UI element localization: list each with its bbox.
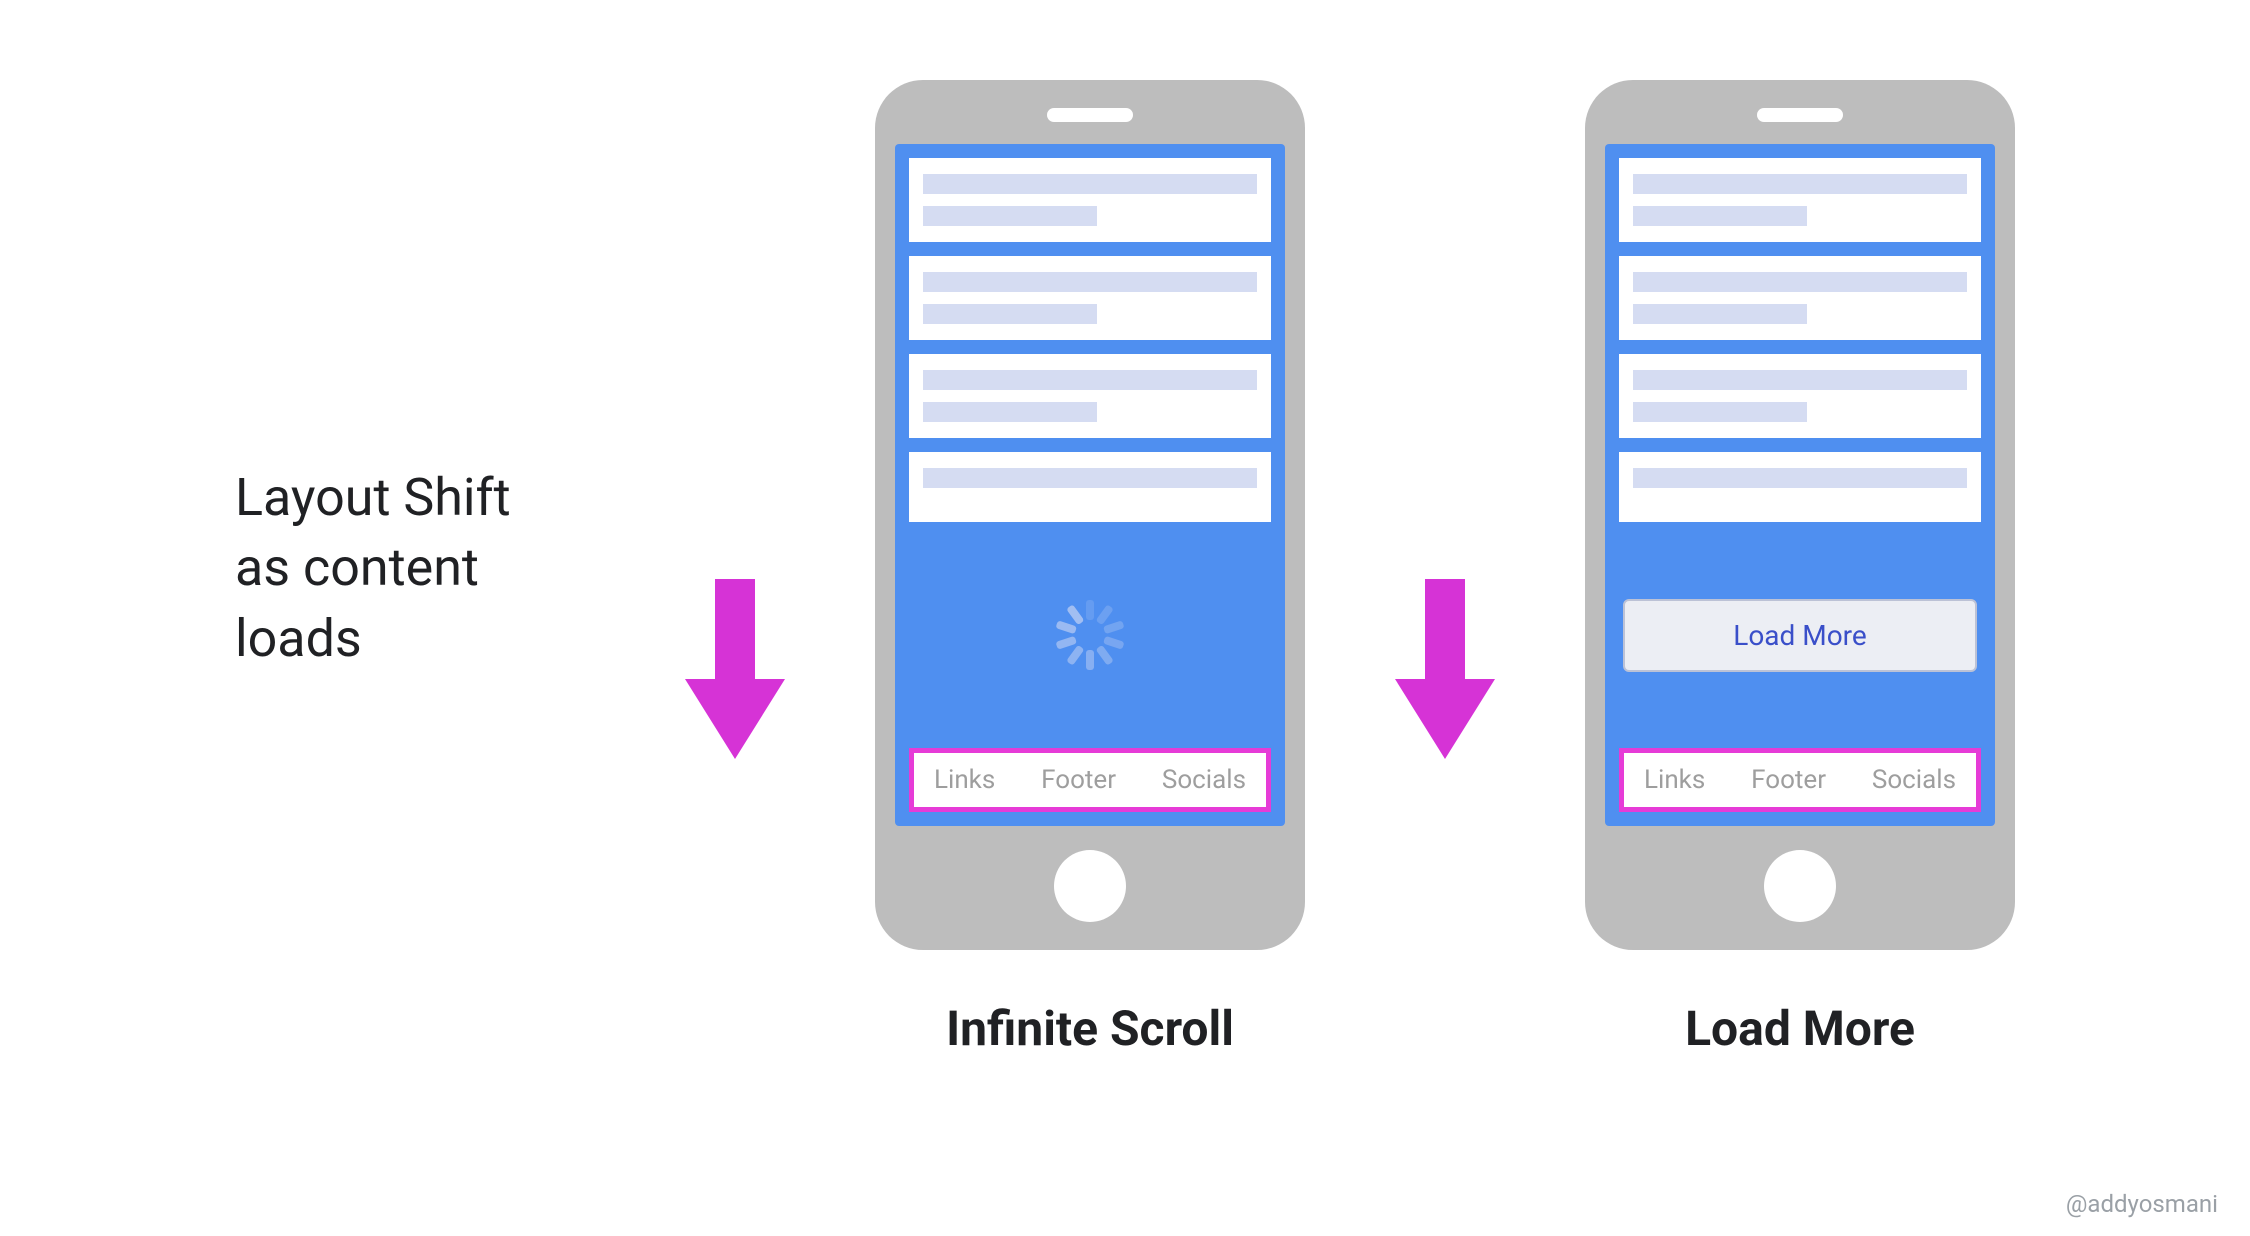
arrow-left-col [675,379,795,759]
skeleton-bar [1633,468,1967,488]
down-arrow-icon [1395,579,1495,759]
footer-link-footer[interactable]: Footer [1041,765,1116,795]
spinner-area [909,536,1271,734]
content-card [909,256,1271,340]
footer-link-socials[interactable]: Socials [1872,765,1956,795]
home-button[interactable] [1054,850,1126,922]
phone-speaker [1047,108,1133,122]
down-arrow-icon [685,579,785,759]
diagram-main: Layout Shift as content loads [0,0,2250,1057]
skeleton-bar [1633,304,1807,324]
skeleton-bar [1633,370,1967,390]
skeleton-bar [1633,402,1807,422]
footer-bar: Links Footer Socials [1619,748,1981,812]
home-button[interactable] [1764,850,1836,922]
loading-spinner-icon [1055,600,1125,670]
footer-bar: Links Footer Socials [909,748,1271,812]
phone-col-loadmore: Load More Links Footer Socials Load More [1585,80,2015,1057]
phone-speaker [1757,108,1843,122]
arrow-right-col [1385,379,1505,759]
side-label-line1: Layout Shift [235,463,595,533]
credit: @addyosmani [2066,1190,2218,1218]
skeleton-bar [923,304,1097,324]
loadmore-area: Load More [1619,536,1981,734]
skeleton-bar [923,174,1257,194]
caption-load-more: Load More [1685,1000,1915,1057]
skeleton-bar [923,370,1257,390]
phone-infinite-scroll: Links Footer Socials [875,80,1305,950]
side-label-line3: loads [235,604,595,674]
footer-link-socials[interactable]: Socials [1162,765,1246,795]
skeleton-bar [923,272,1257,292]
footer-link-footer[interactable]: Footer [1751,765,1826,795]
side-label: Layout Shift as content loads [235,463,595,674]
load-more-button[interactable]: Load More [1623,599,1977,672]
skeleton-bar [1633,272,1967,292]
content-card [909,354,1271,438]
content-card [909,158,1271,242]
skeleton-bar [923,206,1097,226]
content-card [1619,158,1981,242]
content-card [1619,256,1981,340]
caption-infinite-scroll: Infinite Scroll [946,1000,1234,1057]
skeleton-bar [923,402,1097,422]
skeleton-bar [1633,174,1967,194]
phone-load-more: Load More Links Footer Socials [1585,80,2015,950]
skeleton-bar [923,468,1257,488]
phone-col-infinite: Links Footer Socials Infinite Scroll [875,80,1305,1057]
side-label-line2: as content [235,533,595,603]
skeleton-bar [1633,206,1807,226]
phone-screen: Load More Links Footer Socials [1605,144,1995,826]
content-card-partial [1619,452,1981,522]
footer-link-links[interactable]: Links [934,765,995,795]
content-card-partial [909,452,1271,522]
phone-screen: Links Footer Socials [895,144,1285,826]
content-card [1619,354,1981,438]
footer-link-links[interactable]: Links [1644,765,1705,795]
